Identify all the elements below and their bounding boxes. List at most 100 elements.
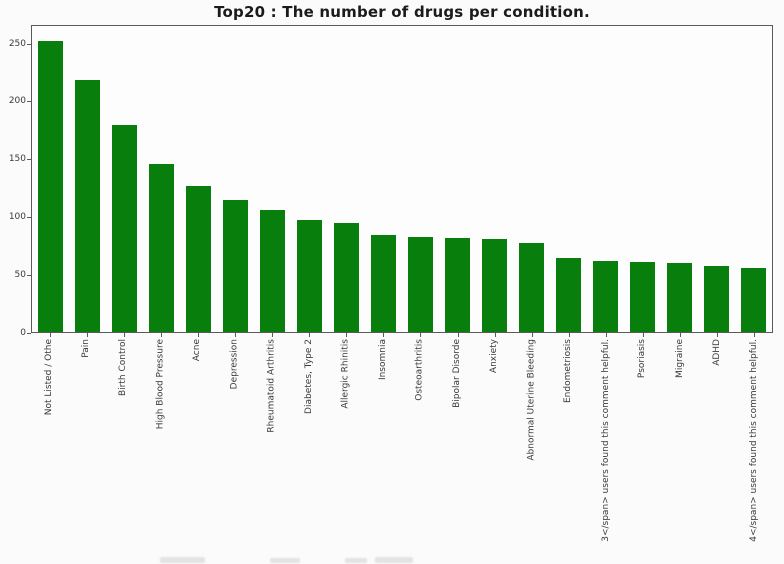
x-tick-label: 4</span> users found this comment helpfu… [748,339,759,542]
x-slot: Anxiety [476,333,513,563]
bar [297,220,322,332]
bar-slot [513,26,550,332]
x-slot: Birth Control [105,333,142,563]
x-tick-mark [309,333,311,337]
bar-slot [698,26,735,332]
y-tick-label: 250 [8,38,26,49]
x-tick-mark [680,333,682,337]
x-tick-label: Abnormal Uterine Bleeding [526,339,537,461]
y-tick-mark [27,217,31,219]
x-slot: Bipolar Disorde [439,333,476,563]
x-tick-mark [531,333,533,337]
bar-slot [439,26,476,332]
bar [75,80,100,332]
bar-slot [106,26,143,332]
x-tick-label: Birth Control [118,339,129,397]
bar [482,238,507,332]
x-tick-label: Depression [229,339,240,390]
x-tick-mark [346,333,348,337]
x-tick-mark [383,333,385,337]
bar [112,124,137,332]
x-tick-mark [643,333,645,337]
x-tick-label: Endometriosis [563,339,574,404]
x-tick-mark [494,333,496,337]
x-tick-mark [197,333,199,337]
bar [593,260,618,332]
bar-slot [735,26,772,332]
x-slot: Not Listed / Othe [31,333,68,563]
x-tick-mark [605,333,607,337]
y-tick-mark [27,333,31,334]
x-slot: Depression [216,333,253,563]
y-tick-label: 200 [8,96,26,107]
x-tick-mark [568,333,570,337]
x-slot: Psoriasis [625,333,662,563]
x-tick-label: Insomnia [377,339,388,381]
x-tick-mark [235,333,237,337]
bar-slot [180,26,217,332]
x-tick-label: Osteoarthritis [414,339,425,401]
x-tick-label: Bipolar Disorde [452,339,463,408]
x-tick-mark [86,333,88,337]
x-slot: Diabetes, Type 2 [291,333,328,563]
x-slot: Migraine [662,333,699,563]
bar-slot [365,26,402,332]
x-tick-label: Allergic Rhinitis [340,339,351,409]
x-tick-label: Acne [192,339,203,362]
bar [334,222,359,332]
x-slot: ADHD [699,333,736,563]
chart-title: Top20 : The number of drugs per conditio… [214,3,590,21]
bar [149,164,174,332]
x-slot: Allergic Rhinitis [328,333,365,563]
bar [186,185,211,332]
x-tick-mark [457,333,459,337]
bar-slot [624,26,661,332]
cutoff-smudge [375,557,413,563]
x-tick-mark [49,333,51,337]
bar-slot [69,26,106,332]
bar [223,199,248,332]
bar [519,243,544,332]
plot-area [31,25,773,333]
bar-slot [402,26,439,332]
bar-slot [254,26,291,332]
bar [260,210,285,332]
x-slot: 3</span> users found this comment helpfu… [587,333,624,563]
x-slot: Insomnia [365,333,402,563]
x-slot: High Blood Pressure [142,333,179,563]
y-tick-mark [27,101,31,103]
x-axis: Not Listed / Othe Pain Birth Control High B… [31,333,773,563]
x-slot: Acne [179,333,216,563]
bar [38,40,63,332]
x-tick-label: Psoriasis [637,339,648,379]
bar-slot [661,26,698,332]
bars-container [32,26,772,332]
x-tick-label: 3</span> users found this comment helpfu… [600,339,611,542]
x-tick-mark [160,333,162,337]
y-tick-label: 100 [8,212,26,223]
x-tick-label: Migraine [674,339,685,378]
y-tick-mark [27,275,31,277]
cutoff-smudge [345,558,367,563]
y-tick-label: 150 [8,154,26,165]
bar [371,235,396,332]
x-slot: Osteoarthritis [402,333,439,563]
x-slot: 4</span> users found this comment helpfu… [736,333,773,563]
x-tick-mark [754,333,756,337]
bar-slot [476,26,513,332]
bar [704,266,729,332]
x-tick-mark [272,333,274,337]
bar-slot [587,26,624,332]
bar-slot [328,26,365,332]
x-tick-label: Pain [81,339,92,358]
x-tick-mark [420,333,422,337]
y-tick-mark [27,43,31,45]
bar-slot [143,26,180,332]
y-tick-mark [27,159,31,161]
cutoff-smudge [160,557,205,563]
x-tick-label: Diabetes, Type 2 [303,339,314,414]
x-tick-label: ADHD [711,339,722,366]
y-tick-label: 0 [20,328,26,338]
bar [741,267,766,332]
bar-slot [550,26,587,332]
